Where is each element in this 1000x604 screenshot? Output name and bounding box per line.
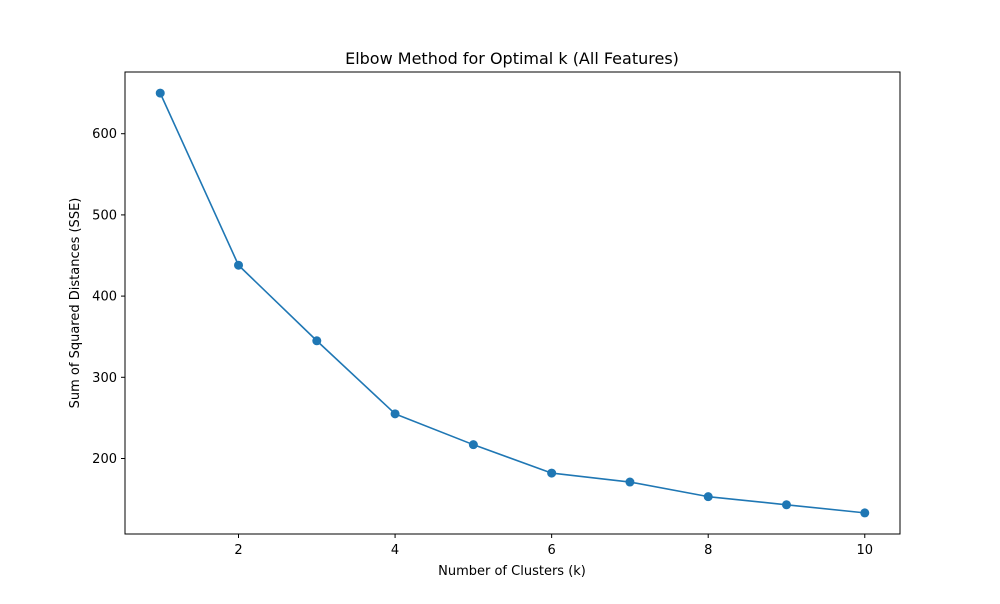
chart-title: Elbow Method for Optimal k (All Features…: [345, 49, 679, 68]
x-axis-label: Number of Clusters (k): [438, 564, 586, 579]
data-point: [703, 492, 713, 502]
data-point: [781, 500, 791, 510]
y-tick-label: 500: [92, 208, 117, 223]
y-axis-ticks: 200 300 400 500 600: [92, 127, 125, 467]
y-tick-label: 600: [92, 127, 117, 142]
data-point: [547, 468, 557, 478]
data-point: [860, 508, 870, 518]
x-tick-label: 6: [548, 543, 556, 558]
data-point: [155, 88, 165, 98]
plot-area-frame: [124, 71, 901, 535]
data-point: [625, 477, 635, 487]
series-layer: [155, 88, 870, 518]
data-point: [468, 440, 478, 450]
x-tick-label: 4: [391, 543, 399, 558]
x-tick-label: 10: [856, 543, 873, 558]
y-tick-label: 400: [92, 290, 117, 305]
x-axis-ticks: 2 4 6 8 10: [234, 534, 873, 558]
x-tick-label: 8: [704, 543, 712, 558]
x-tick-label: 2: [234, 543, 242, 558]
series-line: [159, 92, 865, 514]
data-point: [390, 409, 400, 419]
data-point: [312, 336, 322, 346]
data-point: [234, 260, 244, 270]
y-tick-label: 300: [92, 371, 117, 386]
y-axis-label: Sum of Squared Distances (SSE): [68, 198, 83, 409]
y-tick-label: 200: [92, 452, 117, 467]
